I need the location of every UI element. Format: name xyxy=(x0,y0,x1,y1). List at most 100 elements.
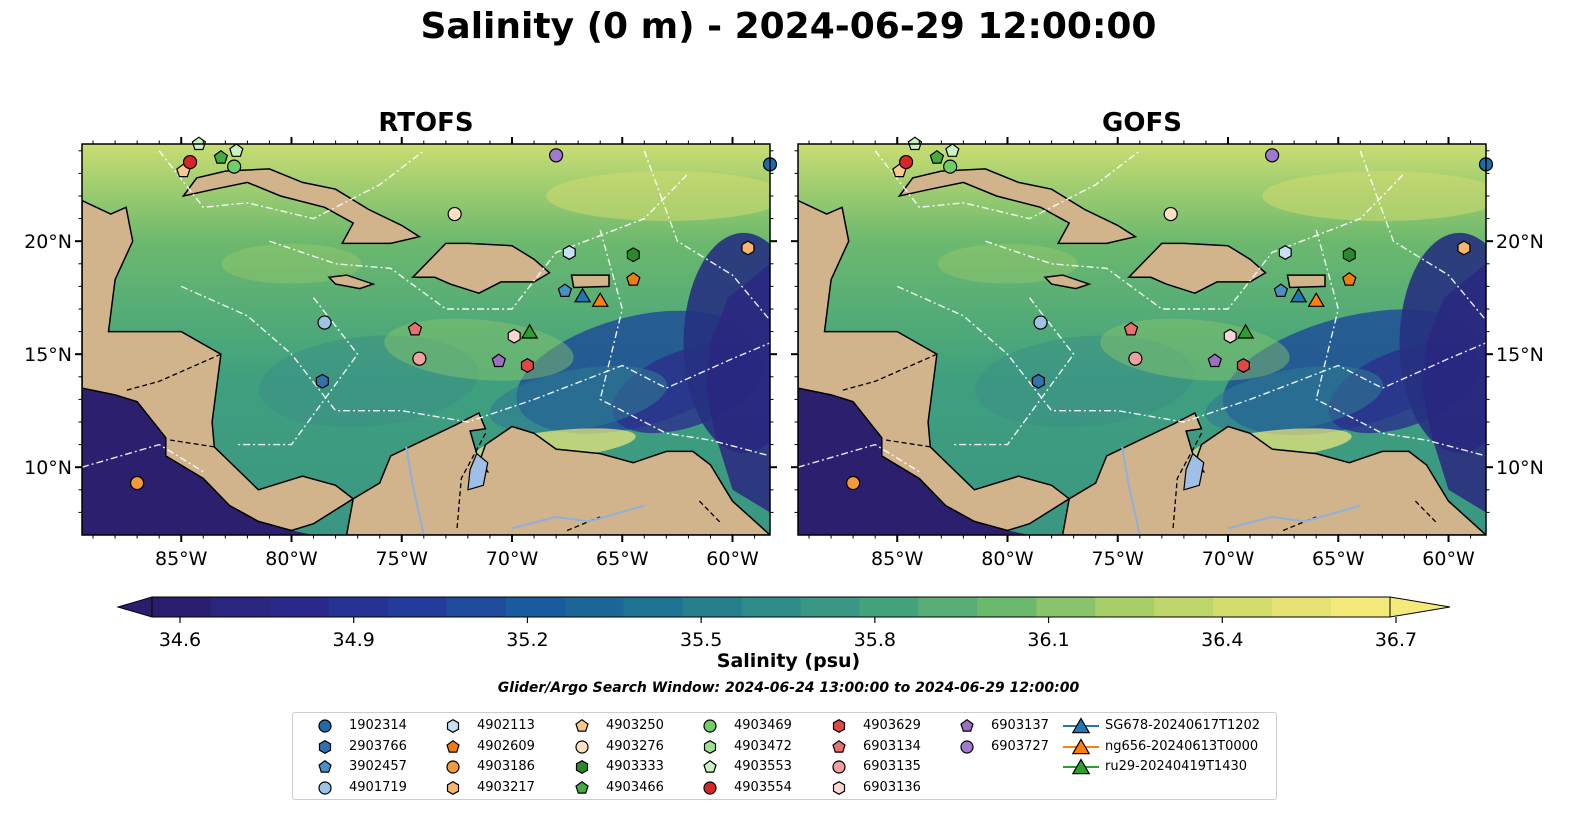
legend-label: 4903553 xyxy=(734,759,792,774)
legend-marker-icon xyxy=(575,780,589,794)
river xyxy=(1227,504,1361,530)
salinity-patch xyxy=(546,170,770,221)
eez-boundary xyxy=(82,443,204,473)
legend-marker-icon xyxy=(575,739,589,754)
salinity-patch xyxy=(1205,365,1383,433)
marker-4902113 xyxy=(1278,245,1292,260)
legend-marker xyxy=(575,780,589,794)
marker-3902457 xyxy=(1273,283,1289,297)
legend-label: 4903469 xyxy=(734,718,792,733)
map-panel-rtofs: 85°W 80°W 75°W 70°W 65°W 60°W 20°N 15°N 10°N xyxy=(24,136,778,570)
marker-6903134 xyxy=(1123,321,1139,336)
atlantic-fresh xyxy=(706,263,770,513)
marker-6903135 xyxy=(1128,351,1143,366)
legend-marker xyxy=(832,719,846,733)
legend-label: 4903629 xyxy=(863,718,921,733)
legend-marker-icon xyxy=(318,780,332,795)
colorbar-band xyxy=(1036,597,1096,617)
legend-marker-icon xyxy=(446,780,460,795)
marker-4903466 xyxy=(213,149,229,164)
legend-marker xyxy=(1071,737,1091,754)
legend-label: 4903250 xyxy=(606,718,664,733)
marker-4902609 xyxy=(1342,272,1357,286)
legend-marker xyxy=(1071,758,1091,775)
legend-marker-icon xyxy=(703,719,717,733)
legend-marker-icon xyxy=(1063,737,1099,754)
legend-marker xyxy=(960,739,974,754)
map-panel-gofs: 85°W 80°W 75°W 70°W 65°W 60°W 20°N 15°N 10°N xyxy=(791,136,1544,570)
river xyxy=(405,446,425,535)
eez-boundary xyxy=(798,443,920,473)
legend-marker xyxy=(703,719,717,733)
legend-marker-icon xyxy=(318,759,332,773)
land-hispaniola xyxy=(1127,242,1267,295)
colorbar-band xyxy=(1095,597,1155,617)
legend-label: 6903137 xyxy=(991,718,1049,733)
legend-marker xyxy=(1071,717,1091,734)
legend-label: 4903186 xyxy=(477,759,535,774)
map-frame xyxy=(81,143,771,536)
land-cuba xyxy=(897,168,1138,245)
eez-boundary xyxy=(180,285,770,423)
legend-label: ru29-20240419T1430 xyxy=(1105,759,1248,774)
lon-tick-label: 70°W xyxy=(1202,548,1255,570)
legend-marker-icon xyxy=(703,780,717,795)
eez-boundary xyxy=(1315,229,1486,457)
marker-ru29 xyxy=(1236,323,1255,339)
salinity-patch xyxy=(937,243,1078,284)
legend-marker-icon xyxy=(318,719,332,733)
colorbar-extend-low xyxy=(116,596,153,618)
legend-label: 4903217 xyxy=(477,779,535,795)
lon-tick-label: 80°W xyxy=(981,548,1034,570)
marker-4903629 xyxy=(1236,358,1250,373)
colorbar-band xyxy=(387,597,448,617)
legend-marker-icon xyxy=(832,760,846,774)
lon-tick-label: 85°W xyxy=(155,548,208,570)
country-border xyxy=(698,500,722,525)
legend-label: 4901719 xyxy=(349,779,407,795)
colorbar-tick-label: 35.2 xyxy=(506,629,548,650)
marker-6903136 xyxy=(1223,328,1237,344)
land-cuba xyxy=(181,168,422,245)
marker-4903553b xyxy=(945,143,960,157)
colorbar-band xyxy=(741,597,802,617)
legend-label: 2903766 xyxy=(349,738,407,754)
salinity-patch xyxy=(221,243,362,284)
legend-marker xyxy=(446,780,460,795)
colorbar-tick-label: 36.1 xyxy=(1027,629,1069,650)
marker-4903553b xyxy=(229,143,244,157)
lon-tick-label: 75°W xyxy=(1092,548,1145,570)
lat-tick-label: 20°N xyxy=(24,231,72,253)
legend-label: 4903472 xyxy=(734,738,792,754)
legend-marker xyxy=(446,719,460,733)
land-southam xyxy=(345,411,770,535)
legend-label: 4903466 xyxy=(606,779,664,795)
legend-marker xyxy=(832,760,846,774)
marker-ng656 xyxy=(1307,292,1325,307)
marker-6903727 xyxy=(1265,148,1280,163)
colorbar-tick-label: 34.6 xyxy=(159,629,201,650)
colorbar-extend-high xyxy=(1389,596,1451,618)
marker-4902113 xyxy=(562,245,576,260)
eez-boundary xyxy=(643,150,770,321)
legend-label: 3902457 xyxy=(349,759,407,774)
marker-6903134 xyxy=(407,321,423,336)
marker-3902457 xyxy=(557,283,573,297)
legend-marker xyxy=(446,760,460,774)
lat-tick-label: 15°N xyxy=(24,344,72,366)
marker-6903137 xyxy=(1207,353,1223,368)
marker-6903135 xyxy=(412,351,427,366)
colorbar-band xyxy=(328,597,389,617)
land-southam xyxy=(1061,411,1486,535)
legend-marker-icon xyxy=(446,760,460,774)
salinity-patch xyxy=(1262,170,1486,221)
land-puertorico xyxy=(1286,274,1326,289)
legend-label: 6903136 xyxy=(863,779,921,795)
legend: 1902314 2903766 3902457 4901719 4902113 49026… xyxy=(292,712,1277,800)
colorbar-tick-label: 35.8 xyxy=(854,629,896,650)
legend-marker-icon xyxy=(1063,758,1099,775)
land-jamaica xyxy=(327,274,376,290)
lat-tick-label: 15°N xyxy=(1496,344,1544,366)
marker-ru29 xyxy=(520,323,539,339)
eez-boundary xyxy=(952,297,1075,446)
